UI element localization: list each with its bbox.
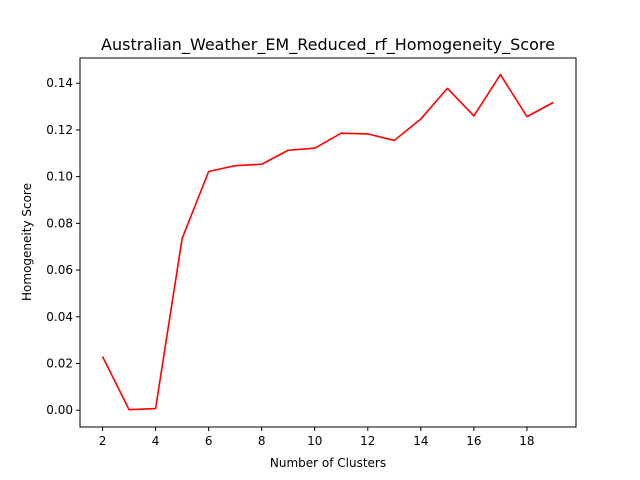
plot-area: 2 4 6 8 10 12 14 16 18 0.00 0.02 0.04 0.06 0.08 0.10 0.… — [46, 57, 577, 448]
x-tick-label-0: 2 — [99, 434, 107, 448]
x-tick-label-5: 12 — [360, 434, 375, 448]
x-axis-label: Number of Clusters — [270, 456, 386, 470]
x-tick-label-7: 16 — [466, 434, 481, 448]
y-tick-label-0: 0.00 — [46, 403, 73, 417]
x-tick-label-1: 4 — [152, 434, 160, 448]
y-tick-label-2: 0.04 — [46, 310, 73, 324]
y-tick-label-1: 0.02 — [46, 356, 73, 370]
y-tick-label-5: 0.10 — [46, 170, 73, 184]
y-axis-label: Homogeneity Score — [20, 183, 34, 301]
chart-title: Australian_Weather_EM_Reduced_rf_Homogen… — [101, 35, 555, 55]
x-tick-label-3: 8 — [258, 434, 266, 448]
series-line-0 — [101, 73, 554, 411]
y-tick-label-4: 0.08 — [46, 216, 73, 230]
x-tick-label-8: 18 — [519, 434, 534, 448]
y-tick-label-3: 0.06 — [46, 263, 73, 277]
x-tick-label-6: 14 — [413, 434, 428, 448]
y-tick-label-6: 0.12 — [46, 123, 73, 137]
x-tick-label-4: 10 — [307, 434, 322, 448]
plot-frame — [79, 57, 577, 428]
y-tick-label-7: 0.14 — [46, 76, 73, 90]
x-tick-label-2: 6 — [205, 434, 213, 448]
